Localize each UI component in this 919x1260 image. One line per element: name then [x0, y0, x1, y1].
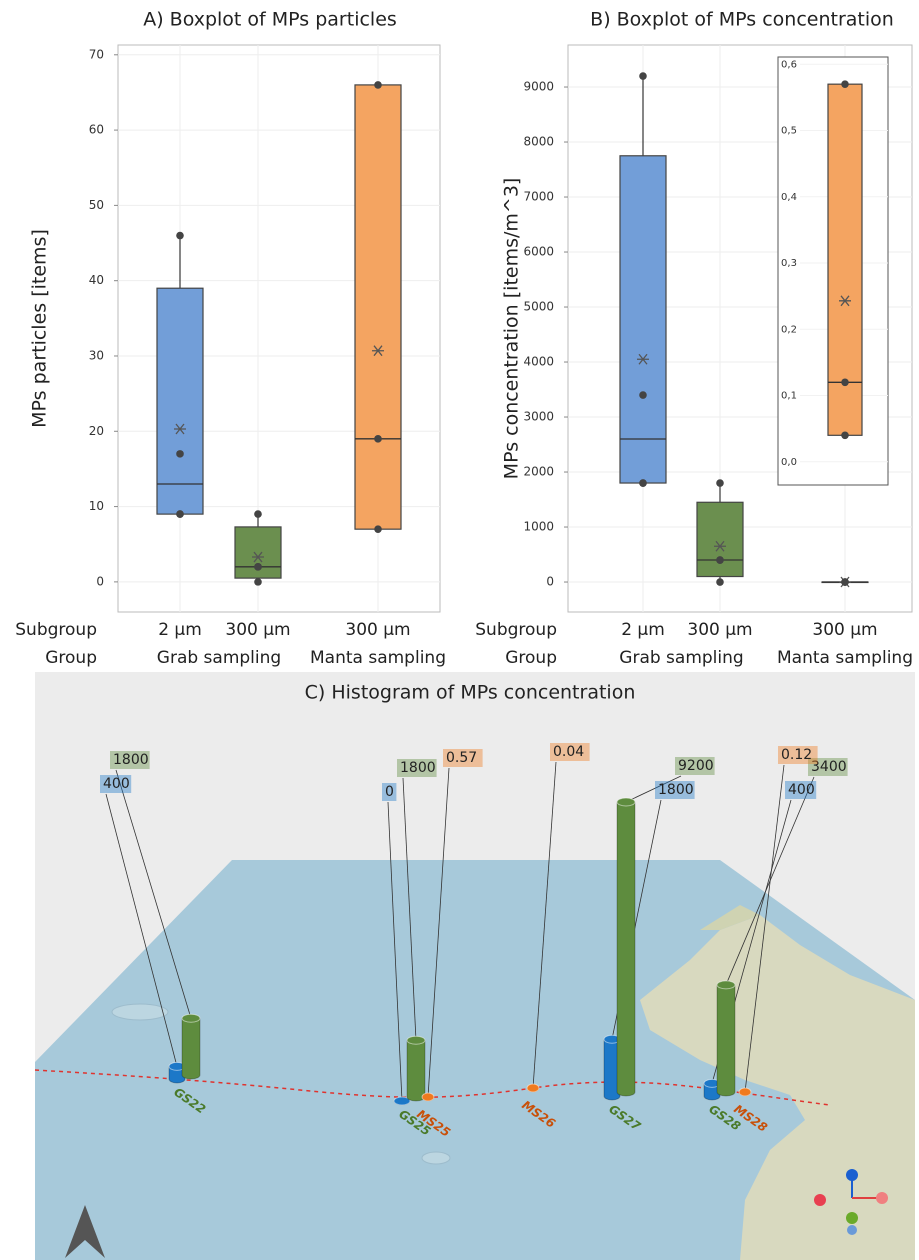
island [112, 1004, 168, 1020]
group-label: Manta sampling [777, 648, 913, 668]
y-axis-label: MPs concentration [items/m^3] [501, 178, 523, 480]
cylinder-top [739, 1088, 751, 1096]
row-label: Group [45, 648, 97, 668]
y-tick-label: 20 [89, 424, 104, 438]
data-point [254, 578, 262, 586]
group-label: Grab sampling [157, 648, 281, 668]
inset-tick-label: 0,1 [781, 391, 797, 402]
data-point [176, 510, 184, 518]
box [697, 502, 743, 576]
x-tick-label: 300 µm [687, 620, 752, 640]
box [157, 288, 203, 514]
data-point [374, 435, 382, 443]
cylinder [407, 1040, 425, 1101]
value-label: 400 [788, 782, 815, 798]
island [422, 1152, 450, 1164]
inset-tick-label: 0,0 [781, 457, 797, 468]
cylinder [717, 985, 735, 1096]
y-tick-label: 2000 [523, 465, 554, 479]
data-point [176, 450, 184, 458]
y-tick-label: 60 [89, 123, 104, 137]
data-point [841, 80, 849, 88]
x-tick-label: 300 µm [345, 620, 410, 640]
data-point [716, 556, 724, 564]
data-point [374, 525, 382, 533]
data-point [639, 479, 647, 487]
box [620, 156, 666, 483]
chart-title: C) Histogram of MPs concentration [305, 682, 636, 704]
cylinder-top [717, 981, 735, 989]
inset-tick-label: 0,3 [781, 258, 797, 269]
cylinder-top [527, 1084, 539, 1092]
group-label: Grab sampling [619, 648, 743, 668]
data-point [841, 578, 849, 586]
cylinder [617, 802, 635, 1096]
y-tick-label: 7000 [523, 190, 554, 204]
group-label: Manta sampling [310, 648, 446, 668]
value-label: 9200 [678, 758, 714, 774]
y-tick-label: 0 [96, 574, 104, 588]
inset-tick-label: 0,4 [781, 192, 797, 203]
x-tick-label: 2 µm [621, 620, 665, 640]
page: {"chart_data": [ {"type": "box", "title"… [0, 0, 919, 1260]
x-tick-label: 300 µm [225, 620, 290, 640]
cylinder-top [407, 1036, 425, 1044]
y-tick-label: 4000 [523, 355, 554, 369]
data-point [374, 81, 382, 89]
value-label: 0.12 [781, 747, 812, 763]
value-label: 400 [103, 776, 130, 792]
inset-tick-label: 0,5 [781, 126, 797, 137]
inset-tick-label: 0,2 [781, 324, 797, 335]
value-label: 0.57 [446, 750, 477, 766]
y-tick-label: 30 [89, 348, 104, 362]
data-point [841, 379, 849, 387]
row-label: Subgroup [475, 620, 557, 640]
inset-tick-label: 0,6 [781, 59, 797, 70]
y-tick-label: 10 [89, 499, 104, 513]
data-point [841, 432, 849, 440]
value-label: 1800 [113, 752, 149, 768]
chart-title: B) Boxplot of MPs concentration [590, 9, 894, 31]
data-point [716, 479, 724, 487]
y-tick-label: 0 [546, 575, 554, 589]
data-point [639, 391, 647, 399]
y-tick-label: 6000 [523, 245, 554, 259]
box [355, 85, 401, 529]
y-tick-label: 40 [89, 273, 104, 287]
x-tick-label: 300 µm [812, 620, 877, 640]
y-tick-label: 1000 [523, 520, 554, 534]
y-tick-label: 9000 [523, 80, 554, 94]
figure: A) Boxplot of MPs particles MPs particles… [0, 0, 919, 1260]
data-point [176, 232, 184, 240]
data-point [254, 563, 262, 571]
data-point [639, 72, 647, 80]
cylinder-top [617, 798, 635, 806]
cylinder-top [182, 1014, 200, 1022]
chart-title: A) Boxplot of MPs particles [143, 9, 397, 31]
row-label: Group [505, 648, 557, 668]
value-label: 1800 [658, 782, 694, 798]
value-label: 0 [385, 784, 394, 800]
data-point [716, 578, 724, 586]
row-label: Subgroup [15, 620, 97, 640]
x-tick-label: 2 µm [158, 620, 202, 640]
y-tick-label: 8000 [523, 135, 554, 149]
cylinder [182, 1018, 200, 1079]
y-tick-label: 50 [89, 198, 104, 212]
y-tick-label: 5000 [523, 300, 554, 314]
cylinder-top [422, 1093, 434, 1101]
y-tick-label: 3000 [523, 410, 554, 424]
value-label: 1800 [400, 760, 436, 776]
y-tick-label: 70 [89, 47, 104, 61]
data-point [254, 510, 262, 518]
y-axis-label: MPs particles [items] [29, 229, 51, 428]
value-label: 0.04 [553, 744, 584, 760]
